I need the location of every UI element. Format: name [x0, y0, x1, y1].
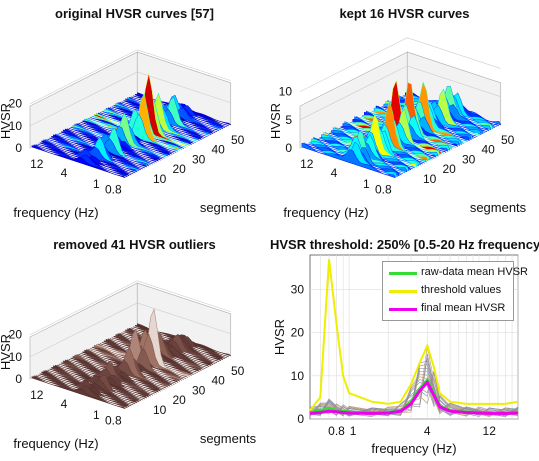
gridline: [299, 65, 501, 121]
z-tick-label: 0: [15, 372, 22, 386]
y-tick-label: 10: [153, 403, 167, 417]
x-tick-label: 1: [363, 177, 370, 191]
y-tick-label: 40: [212, 143, 226, 157]
surface-ridge: [59, 364, 153, 396]
z-tick-label: 10: [279, 85, 293, 99]
surface-plot: 0 5 10 HVSR 12 4 1 0.8 frequency (Hz) 10 20 30 40 50 s…: [270, 37, 527, 220]
y-tick-label: 20: [173, 393, 187, 407]
z-tick-label: 0: [285, 141, 292, 155]
surface-ridge: [31, 376, 126, 410]
y-axis-label: segments: [470, 200, 527, 215]
y-tick-label: 10: [153, 172, 167, 186]
y-tick-label: 10: [291, 369, 305, 383]
gridline: [29, 280, 231, 335]
legend-label: raw-data mean HVSR: [421, 266, 528, 278]
y-tick-label: 50: [501, 133, 515, 147]
gridline: [29, 302, 231, 358]
y-tick-label: 50: [231, 133, 245, 147]
x-tick-label: 4: [424, 424, 431, 438]
z-tick-label: 5: [285, 113, 292, 127]
y-tick-label: 20: [173, 162, 187, 176]
legend-label: threshold values: [421, 284, 502, 296]
y-tick-label: 40: [482, 143, 496, 157]
gridline: [29, 49, 231, 104]
legend-swatch: [389, 272, 417, 275]
y-tick-label: 30: [192, 152, 206, 166]
chart-title: HVSR threshold: 250% [0.5-20 Hz frequenc…: [270, 237, 539, 252]
x-axis-label: frequency (Hz): [371, 441, 456, 456]
y-axis-label: HVSR: [272, 319, 287, 355]
x-tick-label: 4: [331, 166, 338, 180]
z-tick-label: 0: [15, 141, 22, 155]
x-tick-label: 12: [30, 157, 44, 171]
y-tick-label: 50: [231, 364, 245, 378]
y-axis-label: segments: [200, 200, 257, 215]
chart-legend: raw-data mean HVSR threshold values fina…: [382, 261, 528, 321]
x-axis-label: frequency (Hz): [13, 205, 98, 220]
z-axis-label: HVSR: [0, 103, 13, 139]
y-tick-label: 30: [192, 383, 206, 397]
y-tick-label: 20: [443, 162, 457, 176]
x-tick-label: 4: [61, 397, 68, 411]
z-tick-label: 10: [9, 119, 23, 133]
y-tick-label: 40: [212, 374, 226, 388]
legend-label: final mean HVSR: [421, 302, 506, 314]
x-axis-label: frequency (Hz): [283, 205, 368, 220]
gridline: [29, 71, 231, 127]
y-tick-label: 10: [423, 172, 437, 186]
x-axis-label: frequency (Hz): [13, 436, 98, 451]
x-tick-label: 12: [483, 424, 497, 438]
surface-ridge: [59, 133, 153, 165]
surface-ridge: [301, 142, 396, 179]
y-tick-label: 20: [291, 326, 305, 340]
x-tick-label: 1: [93, 177, 100, 191]
z-tick-label: 20: [9, 328, 23, 342]
chart-kept-hvsr: kept 16 HVSR curves 0 5 10 HVSR 12 4 1 0.8 frequ…: [270, 0, 539, 230]
chart-title: removed 41 HVSR outliers: [53, 237, 216, 252]
chart-original-hvsr: original HVSR curves [57] 0 10 20 HVSR 12 4 1 0…: [0, 0, 269, 230]
y-tick-label: 30: [291, 283, 305, 297]
chart-title: original HVSR curves [57]: [55, 6, 214, 21]
x-tick-label: 1: [350, 424, 357, 438]
x-tick-label: 0.8: [328, 424, 345, 438]
chart-hvsr-threshold: HVSR threshold: 250% [0.5-20 Hz frequenc…: [270, 231, 539, 461]
x-tick-label: 0.8: [105, 413, 122, 427]
surface-ridge: [88, 328, 183, 381]
z-tick-label: 20: [9, 97, 23, 111]
x-tick-label: 4: [61, 166, 68, 180]
gridline: [299, 37, 501, 92]
chart-removed-outliers: removed 41 HVSR outliers 0 10 20 HVSR 12 4 1 0.…: [0, 231, 269, 461]
x-tick-label: 0.8: [375, 182, 392, 196]
x-tick-label: 12: [30, 388, 44, 402]
hvsr-curve: [309, 360, 519, 417]
surface-ridge: [348, 79, 443, 155]
surface-ridge: [31, 145, 126, 179]
x-tick-label: 0.8: [105, 182, 122, 196]
series-line: [309, 379, 519, 415]
z-axis-label: HVSR: [0, 334, 13, 370]
x-tick-label: 12: [300, 157, 314, 171]
z-axis-label: HVSR: [270, 103, 283, 139]
y-tick-label: 0: [297, 412, 304, 426]
y-tick-label: 30: [462, 152, 476, 166]
y-axis-label: segments: [200, 431, 257, 446]
x-tick-label: 1: [93, 408, 100, 422]
z-tick-label: 10: [9, 350, 23, 364]
legend-swatch: [389, 290, 417, 293]
chart-title: kept 16 HVSR curves: [339, 6, 470, 21]
legend-swatch: [389, 308, 417, 311]
series-line: [309, 259, 519, 412]
